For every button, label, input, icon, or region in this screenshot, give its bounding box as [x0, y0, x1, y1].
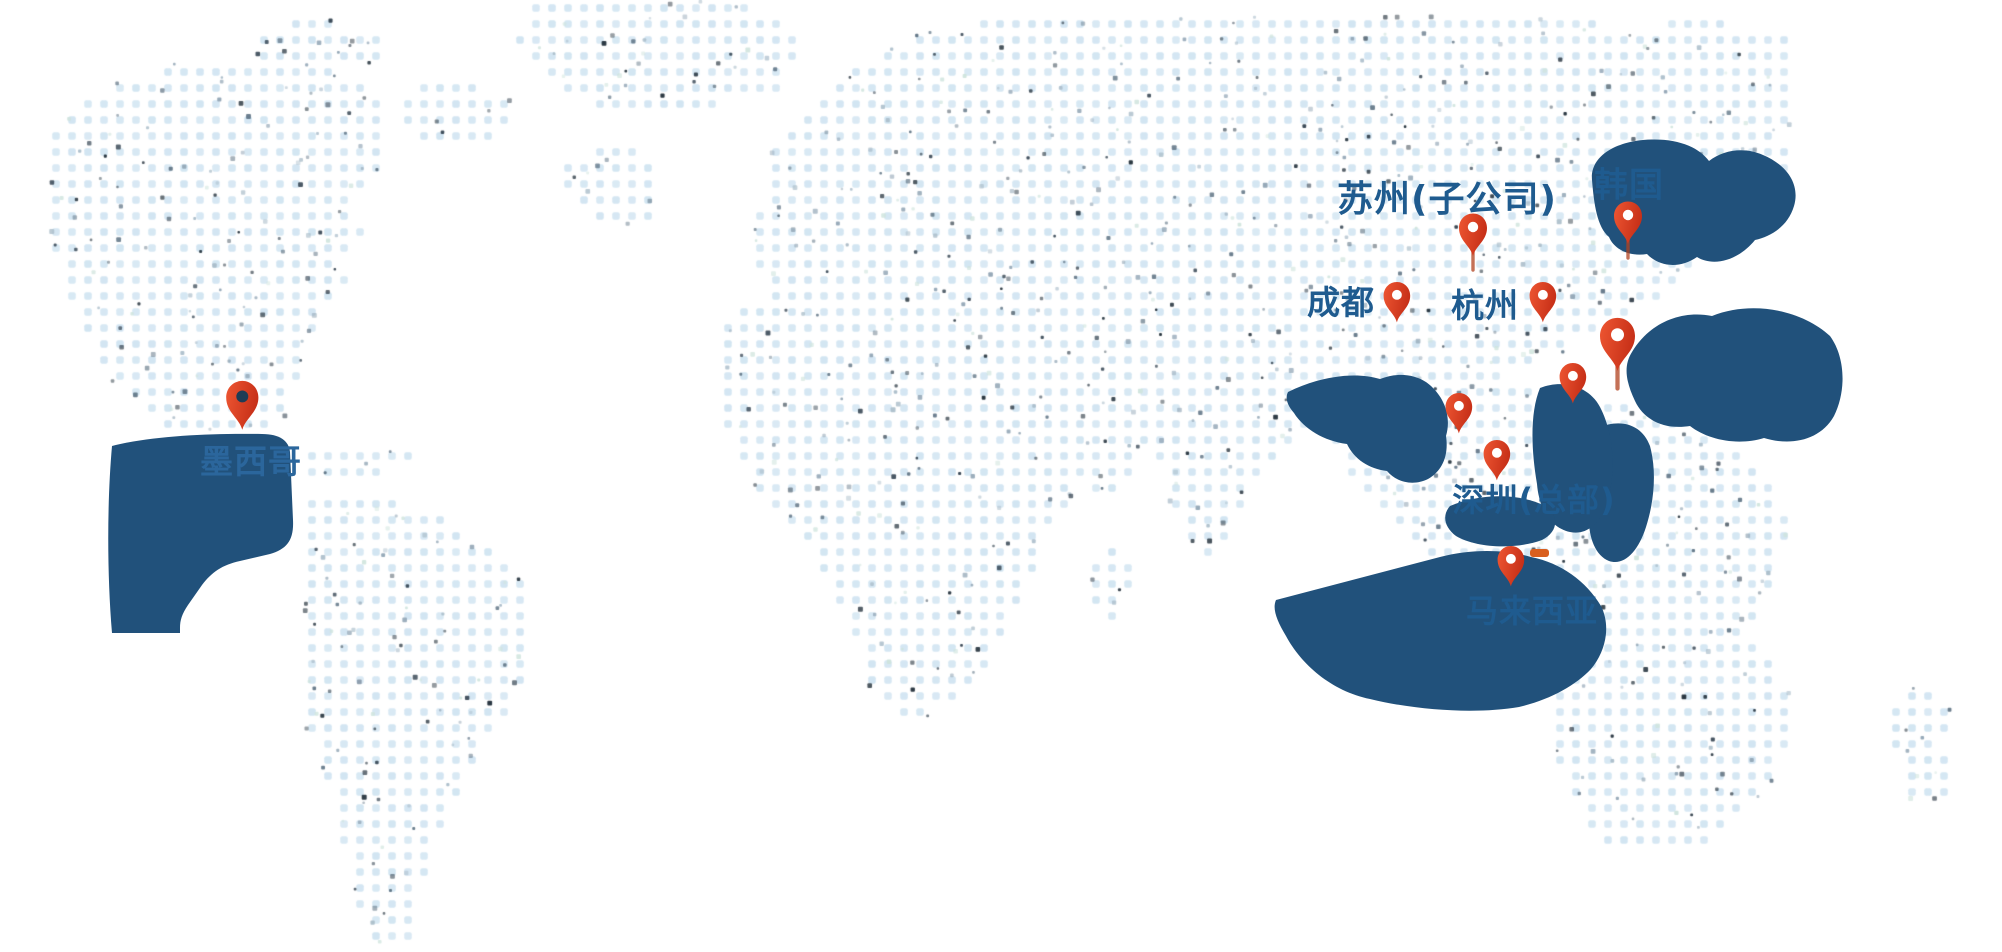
pin-hole-icon	[1538, 290, 1548, 300]
pin-body-icon	[1383, 282, 1411, 323]
pin-body-icon	[1445, 393, 1473, 434]
pin-body-icon	[1559, 363, 1587, 404]
pin-body-icon	[1459, 213, 1487, 256]
map-label-chengdu: 成都	[1307, 283, 1375, 322]
pin-hole-icon	[1506, 554, 1516, 564]
map-pin-mexico[interactable]	[217, 370, 268, 455]
map-pin-taiwan-area[interactable]	[1590, 306, 1645, 399]
landmass-taiwan-philippines	[1626, 308, 1843, 442]
map-pin-hangzhou[interactable]	[1522, 273, 1564, 343]
map-label-suzhou-subsidiary: 苏州(子公司)	[1337, 179, 1557, 220]
pin-body-icon	[1497, 546, 1525, 587]
map-pin-vietnam-area[interactable]	[1438, 384, 1480, 454]
landmass-malay-peninsula	[1532, 384, 1613, 533]
pin-hole-icon	[1467, 221, 1479, 233]
map-pin-chengdu[interactable]	[1376, 273, 1418, 343]
pin-hole-icon	[1622, 209, 1634, 221]
pin-hole-icon	[1568, 371, 1578, 381]
map-label-malaysia: 马来西亚	[1465, 592, 1599, 630]
map-pin-malaysia[interactable]	[1490, 537, 1532, 607]
pin-hole-icon	[1492, 448, 1502, 458]
orange-dash-decoration	[1530, 549, 1549, 557]
map-label-hangzhou: 杭州	[1451, 286, 1519, 325]
pin-body-icon	[1483, 440, 1511, 481]
pin-hole-icon	[1454, 401, 1464, 411]
landmass-mexico	[108, 433, 294, 633]
pin-body-icon	[225, 381, 259, 431]
map-pin-hongkong-area[interactable]	[1552, 354, 1594, 424]
pin-hole-icon	[1392, 290, 1402, 300]
landmass-indonesia	[1274, 551, 1607, 711]
pin-body-icon	[1599, 317, 1635, 371]
pin-hole-icon	[236, 390, 248, 403]
pin-body-icon	[1614, 201, 1642, 244]
pin-body-icon	[1529, 282, 1557, 323]
landmass-borneo	[1445, 496, 1556, 547]
landmass-korea-japan	[1591, 139, 1796, 265]
map-label-korea: 韩国	[1594, 165, 1664, 206]
map-pin-korea[interactable]	[1606, 192, 1650, 266]
map-pin-shenzhen-hq[interactable]	[1476, 431, 1518, 501]
map-label-mexico: 墨西哥	[200, 442, 302, 481]
pin-hole-icon	[1610, 328, 1624, 342]
map-label-shenzhen-hq: 深圳(总部)	[1452, 481, 1616, 519]
landmass-indochina	[1286, 374, 1448, 483]
map-pin-suzhou-subsidiary[interactable]	[1451, 204, 1495, 278]
